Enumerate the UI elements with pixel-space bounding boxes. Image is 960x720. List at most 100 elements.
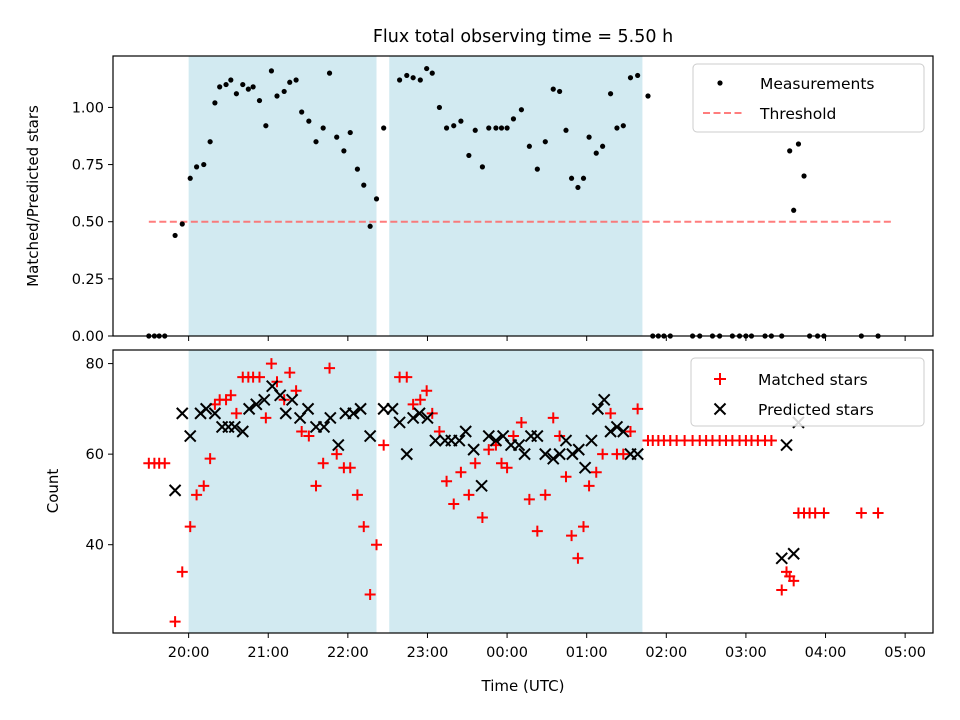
legend-predicted-label: Predicted stars (758, 401, 874, 419)
top-y-tick-label: 0.75 (72, 158, 104, 174)
predicted-point (377, 402, 390, 416)
matched-point (230, 407, 242, 419)
bottom-y-axis-label: Count (44, 469, 62, 514)
matched-point (358, 521, 370, 533)
measurement-point (201, 161, 207, 168)
top-x-ticks (188, 336, 906, 341)
legend-threshold-label: Threshold (759, 105, 836, 123)
top-shaded-intervals (188, 56, 643, 336)
measurement-point (381, 125, 387, 131)
predicted-point (429, 434, 442, 447)
matched-point (547, 412, 559, 424)
measurement-point (479, 164, 485, 170)
measurement-point (404, 72, 410, 79)
predicted-point (250, 398, 263, 411)
matched-point (578, 521, 590, 533)
matched-point (496, 457, 508, 469)
measurement-point (233, 91, 239, 97)
measurement-point (361, 182, 367, 188)
measurement-point (586, 134, 592, 140)
matched-point (344, 462, 356, 474)
measurement-point (607, 91, 614, 97)
bottom-legend: Matched stars Predicted stars (690, 357, 925, 427)
measurement-point (614, 125, 620, 131)
predicted-point (354, 402, 367, 416)
measurement-point (801, 173, 807, 179)
predicted-point (332, 438, 345, 452)
measurement-point (212, 100, 218, 106)
matched-point (463, 489, 475, 501)
predicted-point (236, 425, 249, 438)
measurement-point (436, 104, 443, 111)
measurement-point (493, 125, 499, 131)
measurement-point (526, 143, 532, 149)
predicted-point (363, 429, 377, 443)
measurement-point (193, 164, 200, 170)
predicted-point (176, 407, 189, 420)
measurement-point (187, 175, 193, 181)
matched-point (421, 385, 433, 397)
x-tick-label: 04:00 (805, 645, 847, 661)
predicted-point (559, 434, 573, 447)
predicted-point (566, 447, 579, 461)
legend-measurements-label: Measurements (760, 75, 875, 93)
measurement-point (568, 175, 575, 181)
measurement-point (443, 125, 450, 131)
measurement-point (429, 70, 435, 76)
matched-point (469, 457, 481, 469)
measurement-point (791, 207, 797, 213)
measurement-point (287, 79, 293, 85)
measurement-point (550, 86, 556, 92)
top-legend-box (692, 63, 925, 133)
predicted-point (285, 393, 299, 407)
x-tick-label: 03:00 (725, 645, 767, 661)
matched-point (331, 448, 343, 460)
top-y-tick-label: 0.25 (72, 272, 104, 288)
bottom-x-ticks: 20:00 21:00 22:00 23:00 00:00 01:00 02:00 03:00… (168, 633, 926, 661)
matched-point (401, 371, 413, 383)
top-legend: Measurements Threshold (692, 63, 925, 133)
measurement-point (179, 221, 185, 227)
predicted-point (459, 425, 472, 438)
measurement-point (635, 72, 641, 79)
x-tick-label: 22:00 (327, 645, 369, 661)
measurement-point (580, 175, 587, 181)
measurement-point (250, 84, 256, 90)
predicted-point (518, 447, 531, 461)
matched-point (583, 480, 595, 492)
measurement-point (240, 81, 246, 88)
x-tick-label: 00:00 (486, 645, 528, 661)
predicted-point (258, 393, 271, 407)
matched-point (776, 584, 788, 596)
top-y-tick-label: 0.00 (72, 329, 104, 345)
predicted-point (199, 402, 213, 416)
matched-point (523, 493, 535, 505)
x-tick-label: 01:00 (566, 645, 608, 661)
matched-point (198, 480, 210, 492)
predicted-point (475, 479, 488, 493)
measurement-point (274, 93, 280, 99)
x-tick-label: 02:00 (645, 645, 687, 661)
measurement-point (347, 129, 353, 136)
measurement-point (504, 125, 510, 131)
predicted-point (301, 402, 315, 416)
predicted-point (393, 416, 406, 429)
measurement-point (354, 166, 361, 172)
bottom-axes-frame (112, 349, 934, 634)
top-y-ticks: 0.00 0.25 0.50 0.75 1.00 (72, 100, 113, 345)
predicted-point (787, 547, 800, 560)
matched-point (159, 457, 171, 469)
measurement-point (410, 75, 416, 81)
measurement-point (326, 70, 333, 76)
predicted-point (453, 434, 466, 447)
measurement-point (458, 118, 464, 124)
measurement-point (534, 166, 540, 172)
measurement-point (424, 65, 430, 72)
predicted-point (585, 434, 598, 447)
matched-point (572, 552, 584, 564)
matched-point (296, 426, 308, 438)
predicted-point (610, 420, 624, 434)
measurement-point (557, 88, 563, 95)
measurement-point (263, 123, 269, 129)
